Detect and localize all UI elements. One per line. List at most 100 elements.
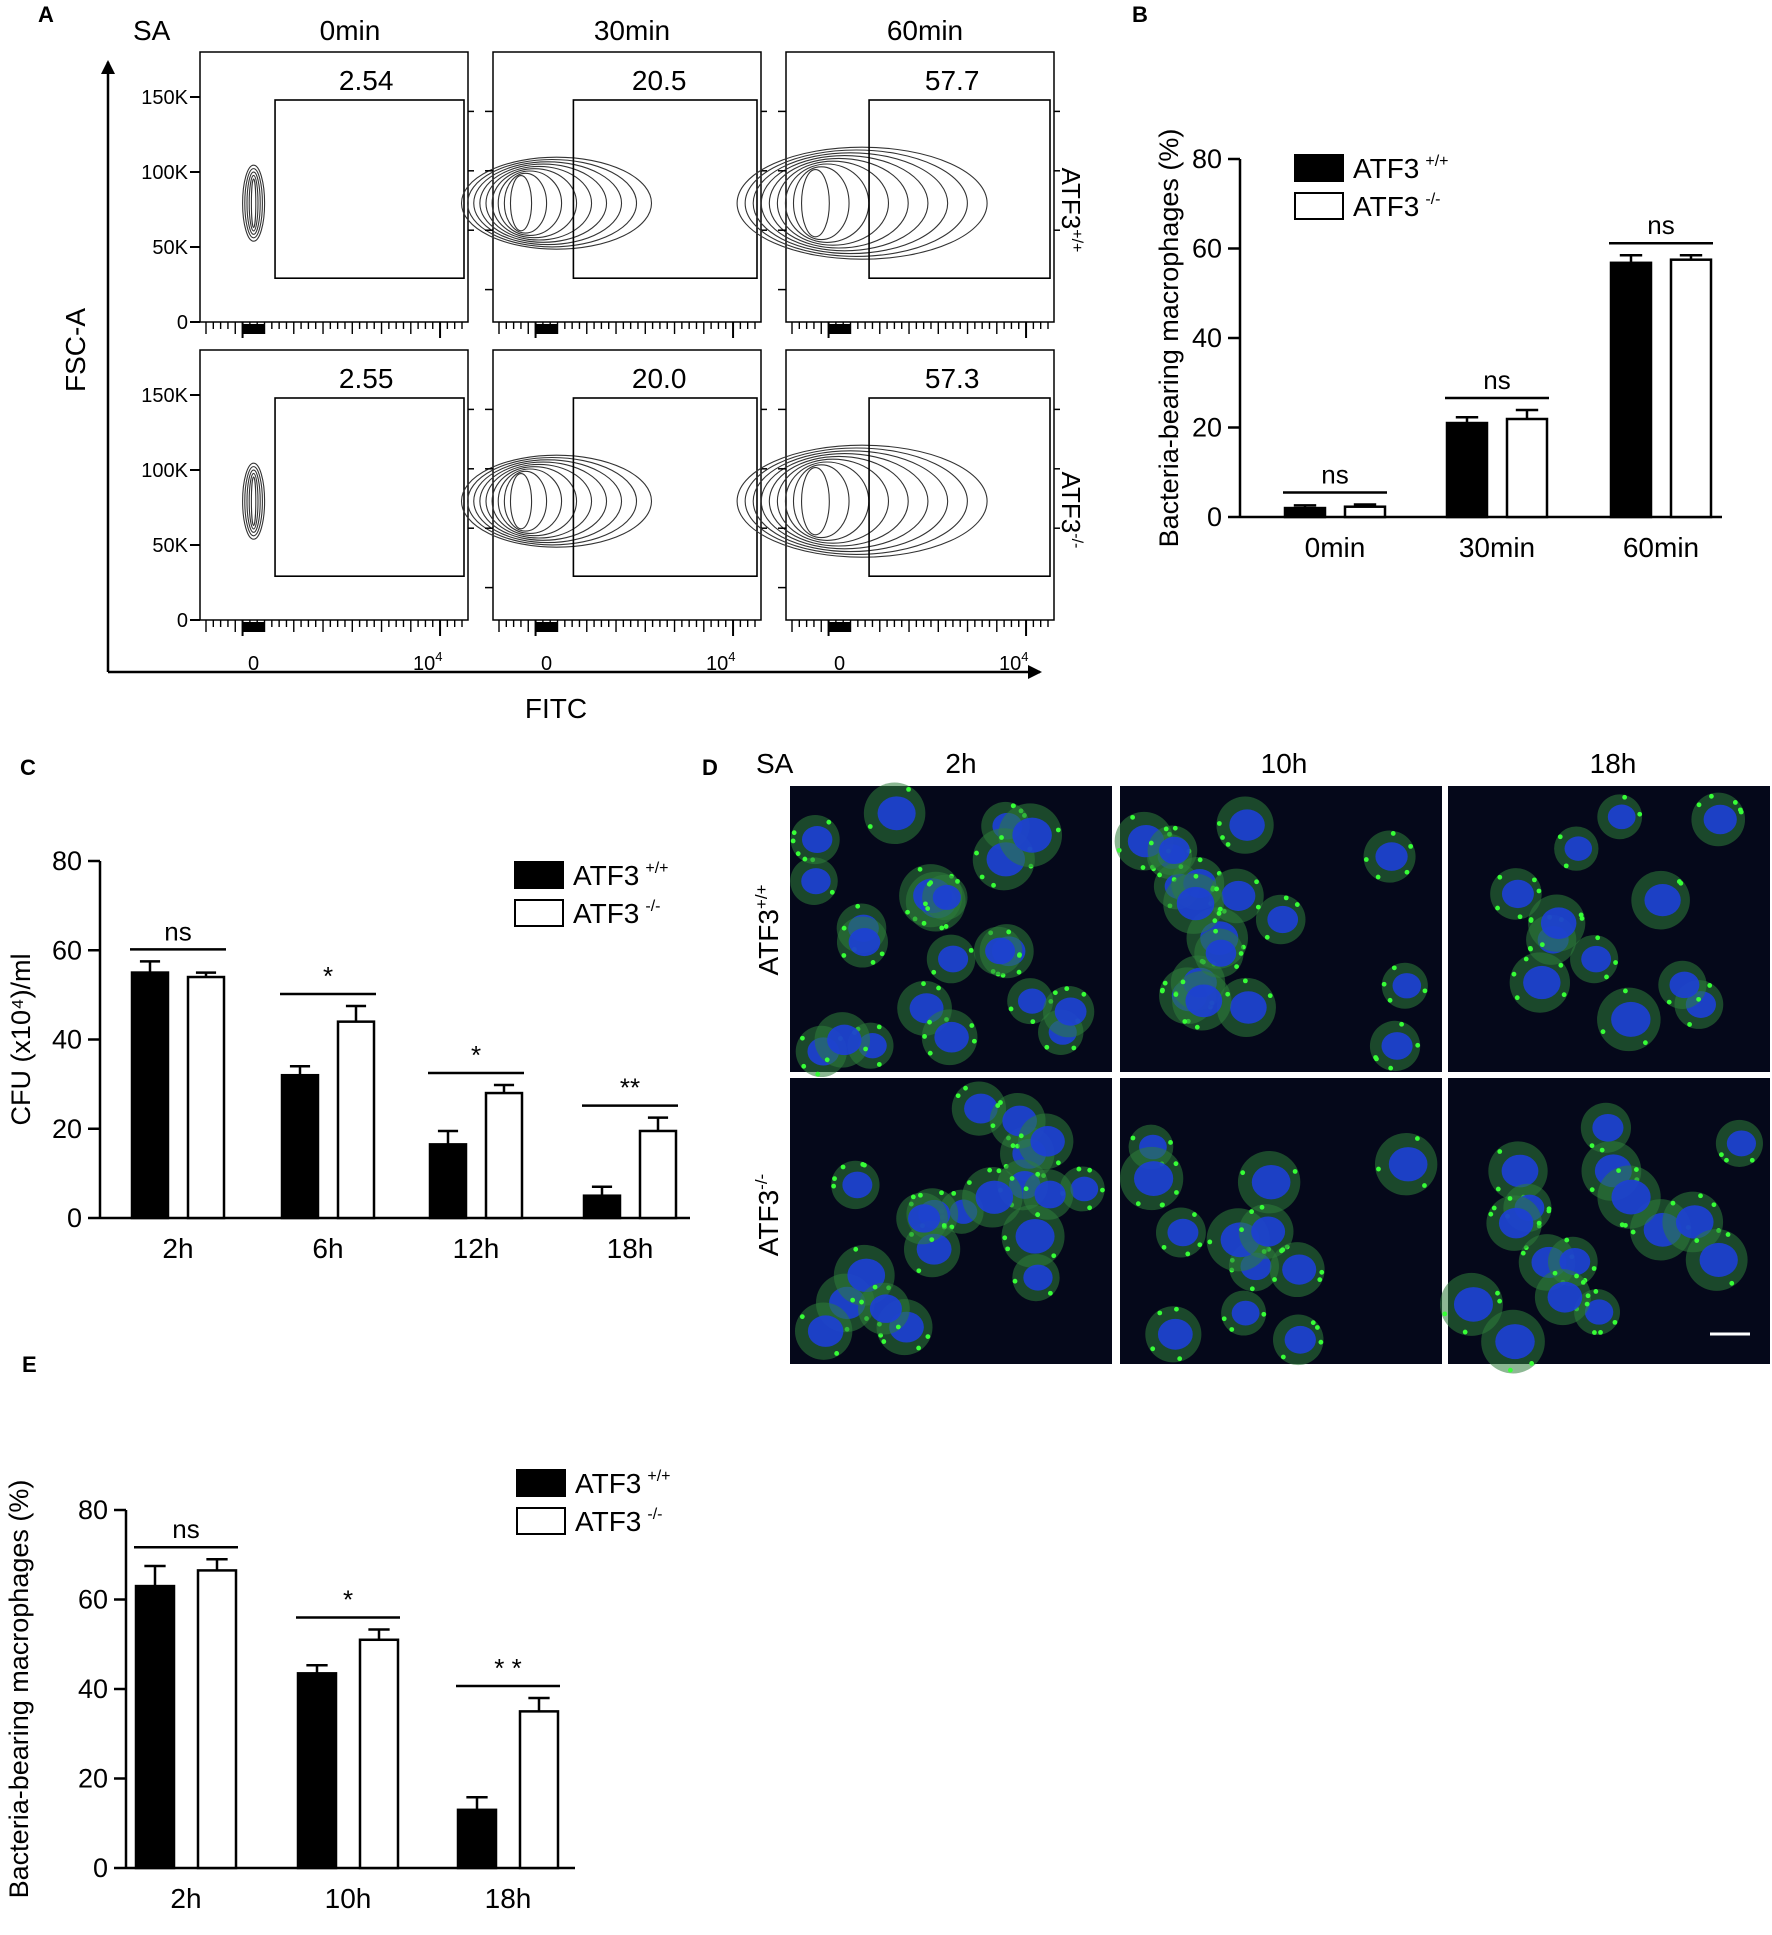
flow-contour [479,163,608,243]
panel-a-plot-axes: 150K 100K 50K 0 150K 100K 50K 0 [141,87,200,632]
bacteria-dot [872,1284,878,1290]
bacteria-dot [1376,1166,1381,1172]
bacteria-dot [936,985,941,991]
bacteria-dot [1707,983,1713,988]
cell-nucleus [1611,1179,1651,1215]
cell-nucleus [1564,836,1593,861]
flow-y-tick-label: 100K [141,162,188,184]
flow-contour [744,149,968,257]
bacteria-dot [1622,794,1628,800]
legend-label: ATF3 -/- [1353,191,1441,222]
cell-nucleus [1205,939,1237,967]
cell-nucleus [1176,886,1215,921]
flow-contour [736,146,988,260]
bacteria-dot [1130,1135,1136,1141]
cell-nucleus [847,1258,886,1293]
legend-label-superscript: -/- [645,898,660,915]
flow-x-tick-cluster [242,622,265,632]
flow-contour [497,170,563,236]
bacteria-dot [1719,1152,1724,1158]
bacteria-dot [979,874,985,880]
flow-plot: 2.55 0 104 [199,349,474,675]
panel-d-row-label-ko: ATF3-/- [752,1174,784,1256]
bacteria-dot [923,901,928,907]
cell-nucleus [1167,1218,1199,1247]
panel-d-time-2: 18h [1590,748,1637,779]
bacteria-dot [840,1164,846,1170]
flow-plot: 57.7 [736,51,1060,338]
bacteria-dot [1212,918,1218,924]
bacteria-dot [1162,980,1168,986]
cell-nucleus [1584,1299,1614,1325]
bacteria-dot [1280,1354,1286,1360]
flow-contour [479,461,608,541]
bacteria-dot [1180,979,1186,985]
panel-d-image-grid [790,782,1770,1374]
bacteria-dot [1580,1280,1586,1285]
y-tick-label: 80 [78,1495,108,1525]
bacteria-dot [1214,886,1220,892]
flow-contour [768,455,909,547]
bacteria-dot [1678,880,1684,886]
bacteria-dot [1711,1202,1717,1208]
flow-contour [760,453,929,550]
bacteria-dot [1619,1222,1625,1228]
panel-d-time-0: 2h [945,748,976,779]
bacteria-dot [1666,999,1672,1005]
bacteria-dot [1584,1301,1590,1307]
bacteria-dot [1197,1242,1203,1248]
bacteria-dot [791,830,797,836]
x-tick-label: 30min [1459,532,1535,563]
x-tick-label: 12h [453,1233,500,1264]
bacteria-dot [1497,874,1503,880]
panel-label-c: C [20,755,36,780]
bacteria-dot [1005,1246,1011,1252]
bacteria-dot [1415,1042,1421,1048]
flow-y-tick-label: 50K [152,237,188,259]
bacteria-dot [1612,1319,1618,1325]
flow-gate-percentage: 2.54 [339,65,394,96]
bar [358,1638,400,1870]
flow-x-tick-exponent: 4 [435,649,442,664]
bacteria-dot [1390,831,1396,836]
cell-nucleus [1669,971,1700,999]
bacteria-dot [1052,990,1058,996]
bacteria-dot [1532,877,1537,883]
flow-contour [473,161,623,246]
bacteria-dot [1261,1311,1267,1317]
bacteria-dot [1221,1316,1227,1322]
bacteria-dot [1016,969,1022,975]
bacteria-dot [968,947,974,953]
y-axis-label: Bacteria-bearing macrophages (%) [1154,129,1184,548]
bacteria-dot [1507,1367,1513,1373]
flow-contour [800,467,830,536]
flow-x-tick-ten: 104 [413,649,442,675]
legend-label-superscript: +/+ [647,1468,670,1485]
cell-nucleus [932,884,961,910]
bacteria-dot [1220,835,1225,840]
bacteria-dot [941,1223,947,1228]
bacteria-dot [1495,1186,1501,1192]
bar [186,975,226,1220]
cell-nucleus [1229,809,1265,841]
bacteria-dot [1599,1147,1605,1153]
bacteria-dot [1578,912,1584,918]
bacteria-dot [1589,1143,1595,1149]
flow-contour [244,168,263,239]
flow-x-tick-zero: 0 [541,653,552,675]
bacteria-dot [1174,1190,1179,1195]
micrograph [1448,786,1770,1072]
bacteria-dot [1592,1330,1597,1335]
cell-nucleus [1375,842,1408,871]
bacteria-dot [1087,1205,1093,1211]
y-tick-label: 80 [1192,144,1222,174]
legend-label: ATF3 -/- [575,1506,663,1537]
x-tick-label: 0min [1305,532,1366,563]
bacteria-dot [1148,840,1154,846]
bacteria-dot [1193,873,1199,879]
bacteria-dot [863,1046,868,1052]
bacteria-dot [795,851,801,857]
bacteria-dot [1314,1325,1320,1330]
bacteria-dot [1294,902,1300,907]
